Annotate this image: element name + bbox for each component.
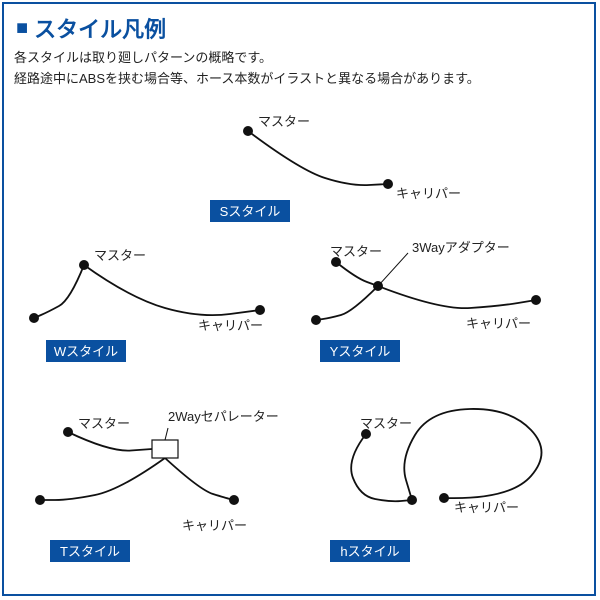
style-badge: hスタイル <box>330 540 410 562</box>
node-label: キャリパー <box>198 315 263 334</box>
style-badge: Yスタイル <box>320 340 400 362</box>
header-square-icon: ■ <box>16 17 28 40</box>
node-label: 3Wayアダプター <box>412 237 510 256</box>
style-badge: Tスタイル <box>50 540 130 562</box>
separator-label: 2Wayセパレーター <box>168 406 279 425</box>
node-label: キャリパー <box>182 515 247 534</box>
section-title: スタイル凡例 <box>34 12 166 44</box>
node-label: キャリパー <box>466 313 531 332</box>
style-badge: Sスタイル <box>210 200 290 222</box>
description: 各スタイルは取り廻しパターンの概略です。 経路途中にABSを挟む場合等、ホース本… <box>14 48 480 90</box>
node-label: マスター <box>258 111 310 130</box>
node-label: マスター <box>78 413 130 432</box>
node-label: マスター <box>360 413 412 432</box>
description-line: 各スタイルは取り廻しパターンの概略です。 <box>14 48 480 69</box>
description-line: 経路途中にABSを挟む場合等、ホース本数がイラストと異なる場合があります。 <box>14 69 480 90</box>
node-label: キャリパー <box>396 183 461 202</box>
node-label: キャリパー <box>454 497 519 516</box>
style-badge: Wスタイル <box>46 340 126 362</box>
node-label: マスター <box>330 241 382 260</box>
node-label: マスター <box>94 245 146 264</box>
section-header: ■ スタイル凡例 <box>16 12 166 44</box>
